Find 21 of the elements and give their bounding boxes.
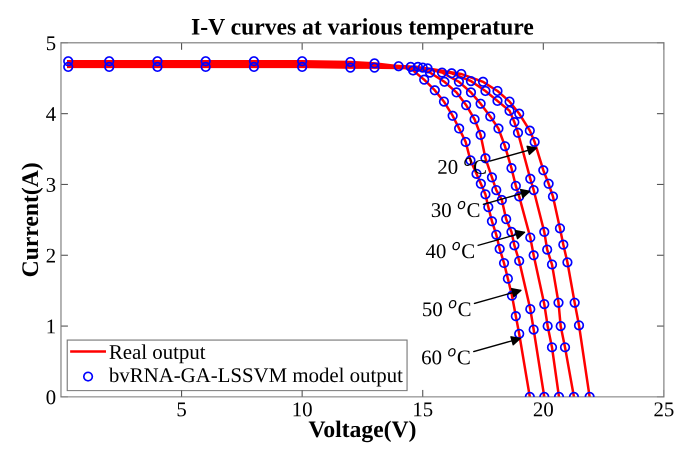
y-tick-label: 4 — [46, 107, 56, 121]
annotation: 60 $^{o}$C — [422, 348, 470, 364]
annotation: 20 $^{o}$C — [438, 158, 486, 174]
x-tick-label: 20 — [534, 402, 553, 416]
x-tick-label: 25 — [654, 402, 674, 416]
x-tick-label: 10 — [294, 402, 312, 416]
y-tick-label: 5 — [46, 36, 56, 50]
legend-label: Real output — [110, 344, 206, 364]
y-axis-title: Current(A) — [22, 163, 43, 276]
x-tick-label: 15 — [414, 402, 432, 416]
legend-label: bvRNA-GA-LSSVM model output — [108, 368, 403, 386]
y-tick-label: 1 — [48, 320, 55, 334]
x-axis-title: Voltage(V) — [308, 420, 416, 442]
annotation: 30 $^{o}$C — [432, 200, 480, 218]
y-tick-label: 3 — [46, 178, 56, 192]
y-tick-label: 2 — [46, 248, 55, 262]
x-tick-label: 5 — [178, 402, 186, 416]
y-tick-label: 0 — [46, 390, 56, 404]
chart-title: I-V curves at various temperature — [192, 18, 534, 40]
annotation: 40 $^{o}$C — [426, 242, 474, 258]
annotation: 50 $^{o}$C — [423, 300, 470, 316]
